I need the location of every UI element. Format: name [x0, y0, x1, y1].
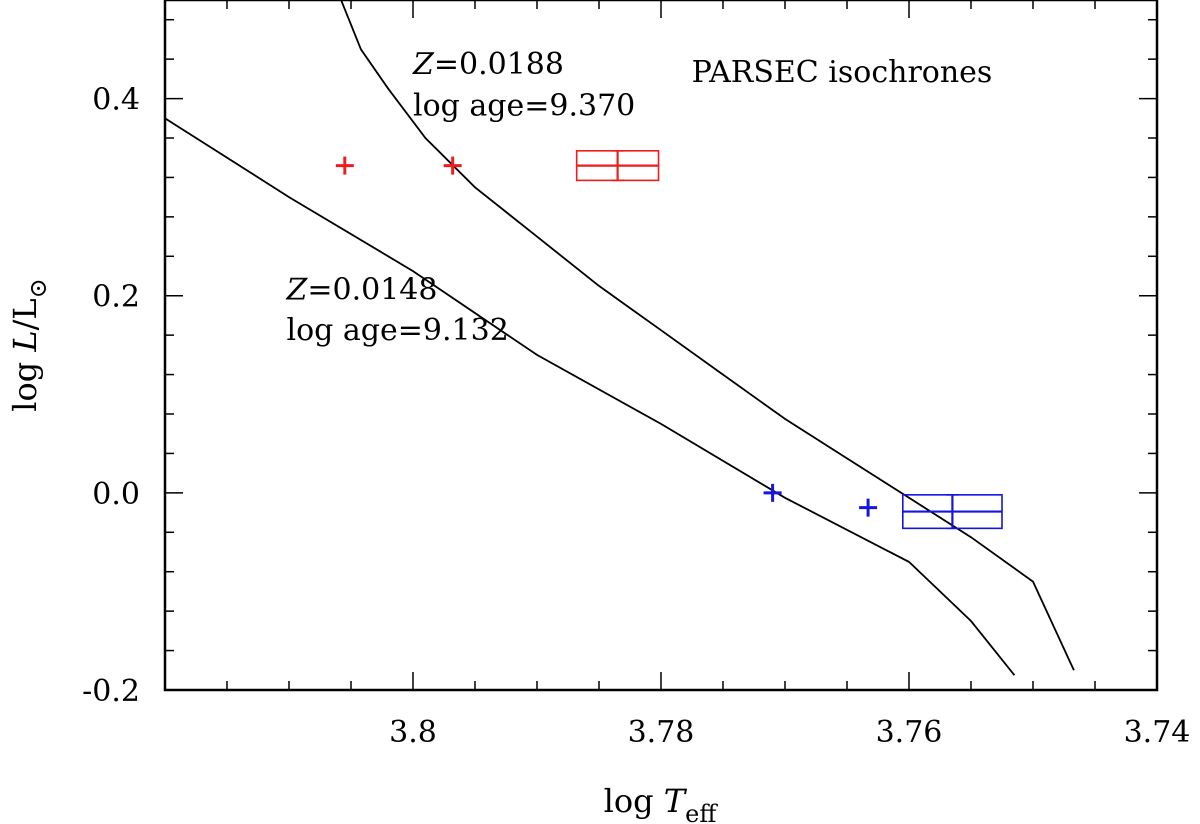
x-tick-label: 3.78: [628, 715, 695, 750]
chart-title: PARSEC isochrones: [692, 55, 993, 90]
blue-plus-1: [763, 483, 782, 502]
x-tick-label: 3.8: [389, 715, 437, 750]
blue-box: [901, 494, 1003, 530]
y-tick-label: 0.4: [92, 83, 140, 118]
isochrone-line-1: [340, 0, 1075, 671]
red-plus-1: [335, 156, 354, 175]
red-box: [575, 150, 660, 182]
x-tick-label: 3.76: [876, 715, 943, 750]
tick-marks: [164, 0, 1158, 691]
red-plus-2: [443, 156, 462, 175]
data-markers: [335, 150, 1003, 530]
tick-labels: 3.8 3.78 3.76 3.74 0.4 0.2 0.0 -0.2: [82, 83, 1190, 750]
plot-frame: [163, 0, 1159, 692]
y-tick-label: 0.2: [92, 280, 140, 315]
y-tick-label: 0.0: [92, 477, 140, 512]
annot-z-0188: Z=0.0188: [412, 47, 564, 82]
x-axis-title: log Teff: [604, 782, 719, 824]
blue-plus-2: [859, 498, 878, 517]
annot-age-9370: log age=9.370: [413, 88, 635, 123]
x-tick-label: 3.74: [1124, 715, 1191, 750]
y-axis-title: log L/L⊙: [6, 278, 52, 412]
annotations: Z=0.0188 log age=9.370 Z=0.0148 log age=9.1…: [286, 47, 636, 348]
annot-z-0148: Z=0.0148: [286, 273, 438, 308]
isochrone-lines: [165, 0, 1075, 676]
isochrone-line-2: [165, 117, 1016, 676]
annot-age-9132: log age=9.132: [287, 313, 509, 348]
y-tick-label: -0.2: [82, 674, 140, 709]
